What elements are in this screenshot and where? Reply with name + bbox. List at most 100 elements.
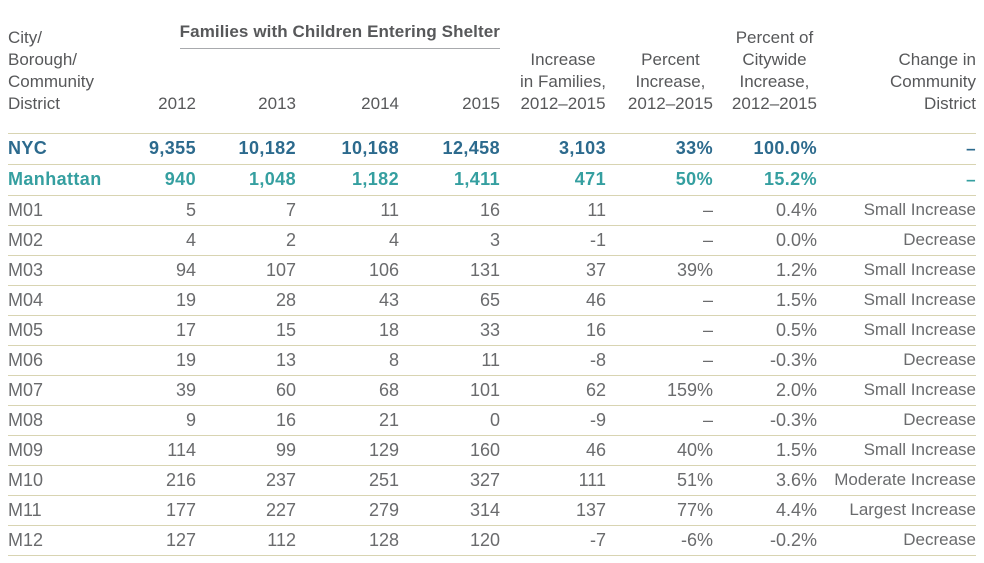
cell-pct-citywide: 100.0% — [713, 133, 817, 165]
cell-y2014: 21 — [296, 405, 399, 436]
cell-y2013: 2 — [196, 225, 296, 256]
table-row-m05: M05 17 15 18 33 16–0.5% Small Increase — [8, 315, 976, 346]
cell-y2012: 114 — [132, 435, 196, 466]
cell-change: Decrease — [817, 405, 976, 436]
col-header-increase-in-families: Increase in Families, 2012–2015 — [500, 0, 606, 134]
cell-y2014: 4 — [296, 225, 399, 256]
cell-y2013: 1,048 — [196, 164, 296, 196]
cell-y2015: 101 — [399, 375, 500, 406]
cell-change: Decrease — [817, 345, 976, 376]
cell-y2013: 16 — [196, 405, 296, 436]
cell-change: Small Increase — [817, 435, 976, 466]
cell-y2014: 10,168 — [296, 133, 399, 165]
cell-y2013: 107 — [196, 255, 296, 286]
cell-pct-citywide: 4.4% — [713, 495, 817, 526]
cell-pct-increase: 39% — [606, 255, 713, 286]
families-shelter-table: City/ Borough/ Community District 2012 2… — [8, 0, 976, 556]
cell-pct-increase: – — [606, 405, 713, 436]
col-header-change-in-community-district: Change in Community District — [817, 0, 976, 134]
cell-increase: 46 — [500, 285, 606, 316]
table-row-m12: M12 127 112 128 120 -7 -6% -0.2% Decrease — [8, 525, 976, 556]
cell-y2013: 7 — [196, 195, 296, 226]
cell-y2015: 327 — [399, 465, 500, 496]
cell-pct-increase: – — [606, 195, 713, 226]
cell-increase: 46 — [500, 435, 606, 466]
cell-pct-increase: 159% — [606, 375, 713, 406]
col-header-2013: 2013 — [196, 0, 296, 134]
cell-y2014: 18 — [296, 315, 399, 346]
row-label: Manhattan — [8, 164, 132, 196]
row-label: M08 — [8, 405, 132, 436]
cell-y2012: 127 — [132, 525, 196, 556]
cell-change: Largest Increase — [817, 495, 976, 526]
cell-pct-increase: – — [606, 225, 713, 256]
cell-pct-citywide: 1.5% — [713, 435, 817, 466]
cell-pct-citywide: 2.0% — [713, 375, 817, 406]
cell-y2014: 8 — [296, 345, 399, 376]
cell-y2014: 1,182 — [296, 164, 399, 196]
row-label: NYC — [8, 133, 132, 165]
cell-pct-increase: 77% — [606, 495, 713, 526]
table-row-m01: M01 5 7 11 16 11–0.4% Small Increase — [8, 195, 976, 226]
cell-increase: -1 — [500, 225, 606, 256]
table-row-m11: M11 177 227 279 314 137 77% 4.4% Largest Increas… — [8, 495, 976, 526]
cell-y2013: 112 — [196, 525, 296, 556]
cell-y2015: 3 — [399, 225, 500, 256]
cell-increase: 137 — [500, 495, 606, 526]
cell-y2013: 237 — [196, 465, 296, 496]
cell-change: Decrease — [817, 525, 976, 556]
cell-y2015: 11 — [399, 345, 500, 376]
col-header-change-in-community-district-text: Change in Community District — [890, 49, 976, 113]
row-label: M02 — [8, 225, 132, 256]
table-row-m07: M07 39 60 68 101 62 159% 2.0% Small Increase — [8, 375, 976, 406]
table-body: NYC 9,355 10,182 10,168 12,458 3,103 33% 100.0%… — [8, 133, 976, 556]
cell-y2012: 19 — [132, 285, 196, 316]
cell-pct-increase: 51% — [606, 465, 713, 496]
cell-increase: -7 — [500, 525, 606, 556]
header-row: City/ Borough/ Community District 2012 2… — [8, 0, 976, 134]
cell-y2013: 227 — [196, 495, 296, 526]
row-label: M05 — [8, 315, 132, 346]
cell-pct-increase: – — [606, 285, 713, 316]
cell-y2012: 4 — [132, 225, 196, 256]
table-row-m08: M08 9 16 21 0 -9– -0.3% Decrease — [8, 405, 976, 436]
cell-pct-citywide: 0.5% — [713, 315, 817, 346]
cell-y2012: 177 — [132, 495, 196, 526]
cell-pct-citywide: -0.3% — [713, 405, 817, 436]
cell-pct-citywide: -0.3% — [713, 345, 817, 376]
cell-pct-citywide: 15.2% — [713, 164, 817, 196]
table-row-m04: M04 19 28 43 65 46–1.5% Small Increase — [8, 285, 976, 316]
cell-pct-citywide: 0.4% — [713, 195, 817, 226]
cell-change: – — [817, 164, 976, 196]
row-label: M10 — [8, 465, 132, 496]
cell-y2014: 43 — [296, 285, 399, 316]
row-label: M06 — [8, 345, 132, 376]
cell-y2012: 94 — [132, 255, 196, 286]
cell-y2013: 13 — [196, 345, 296, 376]
col-header-percent-citywide-increase-text: Percent of Citywide Increase, 2012–2015 — [731, 27, 817, 113]
row-label: M01 — [8, 195, 132, 226]
cell-change: Small Increase — [817, 315, 976, 346]
cell-y2012: 9,355 — [132, 133, 196, 165]
cell-y2015: 65 — [399, 285, 500, 316]
cell-y2012: 940 — [132, 164, 196, 196]
cell-y2013: 28 — [196, 285, 296, 316]
cell-change: Small Increase — [817, 285, 976, 316]
cell-y2013: 60 — [196, 375, 296, 406]
cell-y2012: 216 — [132, 465, 196, 496]
cell-pct-increase: 40% — [606, 435, 713, 466]
cell-y2015: 131 — [399, 255, 500, 286]
cell-increase: 111 — [500, 465, 606, 496]
cell-pct-citywide: 1.5% — [713, 285, 817, 316]
cell-y2015: 314 — [399, 495, 500, 526]
col-header-2014: 2014 — [296, 0, 399, 134]
cell-y2014: 68 — [296, 375, 399, 406]
cell-increase: -8 — [500, 345, 606, 376]
col-header-city-borough-district: City/ Borough/ Community District — [8, 0, 132, 134]
cell-change: – — [817, 133, 976, 165]
row-label: M11 — [8, 495, 132, 526]
cell-y2015: 0 — [399, 405, 500, 436]
cell-y2013: 10,182 — [196, 133, 296, 165]
table-row-m10: M10 216 237 251 327 111 51% 3.6% Moderate Increa… — [8, 465, 976, 496]
cell-y2015: 120 — [399, 525, 500, 556]
